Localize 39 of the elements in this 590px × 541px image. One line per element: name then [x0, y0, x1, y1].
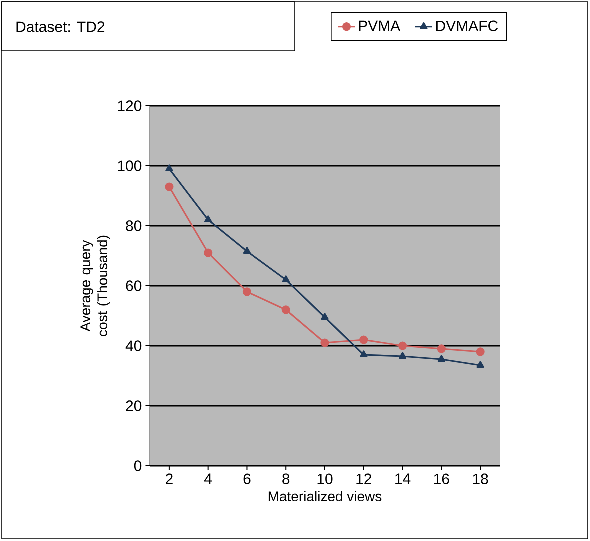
legend-label: DVMAFC: [436, 20, 498, 32]
y-tick-label: 120: [118, 100, 142, 112]
point: [282, 276, 290, 283]
x-tick-label: 16: [434, 474, 450, 484]
point: [438, 355, 446, 362]
y-tick-label: 80: [126, 220, 142, 232]
y-tick-label: 100: [118, 160, 142, 172]
y-axis-title: Average query cost (Thousand): [80, 236, 110, 336]
x-tick-label: 6: [244, 474, 251, 484]
point: [282, 306, 290, 314]
point: [398, 342, 408, 350]
y-tick-label: 60: [126, 280, 142, 292]
y-tick-label: 20: [126, 400, 142, 412]
x-axis-title: Materialized views: [268, 491, 382, 502]
point: [165, 182, 174, 192]
point: [204, 216, 212, 223]
x-tick-label: 14: [396, 474, 411, 484]
point: [320, 338, 330, 348]
x-tick-label: 2: [166, 474, 173, 484]
chart-title: Dataset: TD2: [16, 22, 105, 32]
point: [360, 350, 368, 358]
point: [398, 352, 407, 360]
point: [360, 336, 368, 344]
legend-label: PVMA: [359, 20, 401, 32]
point: [476, 361, 484, 368]
point: [166, 164, 174, 172]
y-tick-label: 40: [126, 340, 142, 352]
point: [204, 248, 213, 258]
point: [243, 247, 252, 254]
point: [437, 344, 446, 354]
point: [476, 348, 485, 356]
x-tick-label: 18: [473, 474, 488, 484]
x-tick-label: 8: [282, 474, 290, 484]
point: [242, 288, 252, 296]
x-tick-label: 12: [356, 474, 372, 484]
x-tick-label: 4: [204, 474, 212, 484]
point: [321, 313, 329, 320]
y-tick-label: 0: [134, 460, 142, 472]
x-tick-label: 10: [318, 474, 333, 484]
